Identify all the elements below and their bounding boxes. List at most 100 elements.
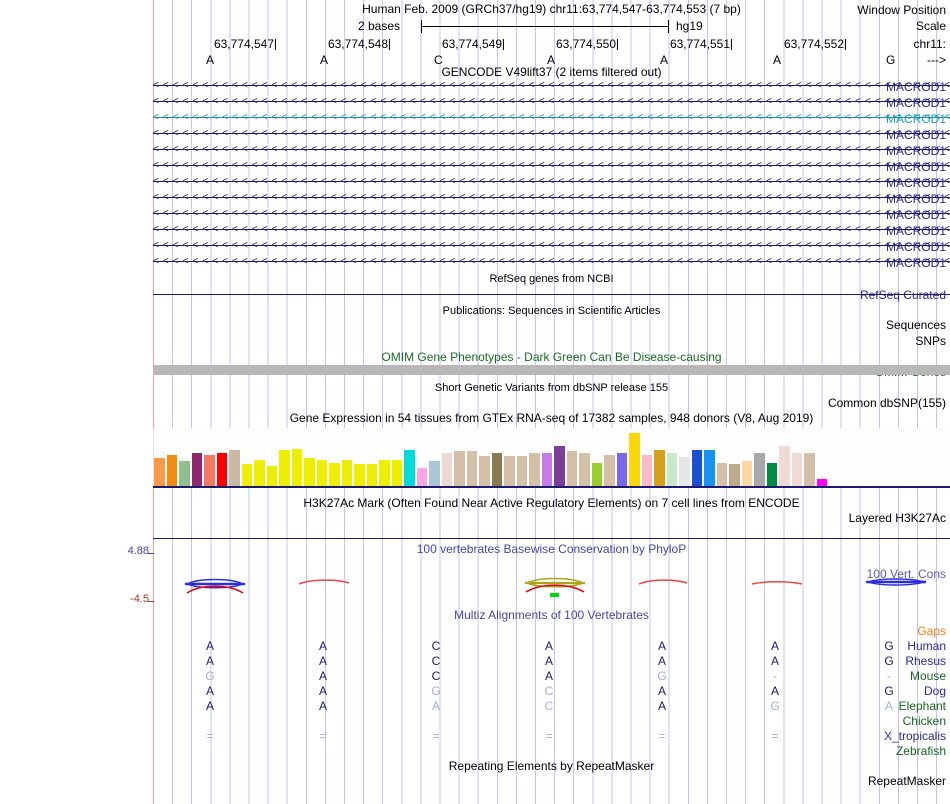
gtex-tissue-bar[interactable]: [529, 452, 540, 486]
gtex-expression-barchart[interactable]: [153, 428, 950, 486]
gtex-tissue-bar[interactable]: [691, 450, 702, 486]
gencode-gene-label-1[interactable]: MACROD1: [885, 96, 946, 110]
gtex-tissue-bar[interactable]: [204, 454, 215, 486]
gtex-tissue-bar[interactable]: [741, 461, 752, 486]
gtex-tissue-bar[interactable]: [791, 452, 802, 486]
gtex-tissue-bar[interactable]: [466, 451, 477, 486]
species-label-x_tropicalis[interactable]: X_tropicalis: [883, 729, 946, 743]
gencode-gene-label-0[interactable]: MACROD1: [885, 80, 946, 94]
gtex-tissue-bar[interactable]: [404, 449, 415, 486]
gtex-tissue-bar[interactable]: [566, 451, 577, 486]
conservation-wiggle-plot[interactable]: [153, 540, 950, 608]
gtex-tissue-bar[interactable]: [329, 462, 340, 486]
refseq-curated-feature[interactable]: [153, 294, 950, 295]
gtex-tissue-bar[interactable]: [179, 461, 190, 486]
gtex-tissue-bar[interactable]: [154, 457, 165, 486]
omim-gene-bar[interactable]: [153, 365, 950, 375]
gtex-tissue-bar[interactable]: [716, 462, 727, 486]
gtex-tissue-bar[interactable]: [279, 449, 290, 486]
species-label-chicken[interactable]: Chicken: [902, 714, 946, 728]
gencode-transcript-row[interactable]: <<<<<<<<<<<<<<<<<<<<<<<<<<<<<<<<<<<<<<<<…: [153, 192, 950, 204]
sequences-label[interactable]: Sequences: [885, 318, 946, 332]
alignment-base: A: [318, 699, 328, 713]
common-dbsnp-label[interactable]: Common dbSNP(155): [827, 396, 946, 410]
gtex-tissue-bar[interactable]: [454, 451, 465, 486]
gencode-transcript-row[interactable]: <<<<<<<<<<<<<<<<<<<<<<<<<<<<<<<<<<<<<<<<…: [153, 144, 950, 156]
gtex-tissue-bar[interactable]: [804, 452, 815, 486]
gtex-tissue-bar[interactable]: [291, 448, 302, 486]
gtex-tissue-bar[interactable]: [679, 457, 690, 486]
gtex-tissue-bar[interactable]: [629, 432, 640, 486]
gtex-tissue-bar[interactable]: [441, 452, 452, 486]
gtex-tissue-bar[interactable]: [341, 459, 352, 486]
gtex-tissue-bar[interactable]: [754, 452, 765, 486]
gtex-tissue-bar[interactable]: [654, 449, 665, 486]
gtex-tissue-bar[interactable]: [516, 456, 527, 486]
gencode-transcript-row[interactable]: <<<<<<<<<<<<<<<<<<<<<<<<<<<<<<<<<<<<<<<<…: [153, 96, 950, 108]
gtex-tissue-bar[interactable]: [216, 452, 227, 486]
gtex-tissue-bar[interactable]: [491, 452, 502, 486]
conservation-label[interactable]: 100 Vert. Cons: [866, 567, 946, 581]
gtex-tissue-bar[interactable]: [816, 479, 827, 486]
gencode-gene-label-9[interactable]: MACROD1: [885, 224, 946, 238]
layered-h3k27ac-label[interactable]: Layered H3K27Ac: [848, 511, 946, 525]
gencode-gene-label-2[interactable]: MACROD1: [885, 112, 946, 126]
gtex-tissue-bar[interactable]: [579, 452, 590, 486]
repeatmasker-label[interactable]: RepeatMasker: [867, 774, 946, 788]
gtex-tissue-bar[interactable]: [616, 452, 627, 486]
gtex-tissue-bar[interactable]: [229, 450, 240, 486]
gtex-tissue-bar[interactable]: [304, 457, 315, 486]
gtex-tissue-bar[interactable]: [591, 462, 602, 486]
gencode-gene-label-11[interactable]: MACROD1: [885, 256, 946, 270]
gencode-gene-label-4[interactable]: MACROD1: [885, 144, 946, 158]
gencode-gene-label-6[interactable]: MACROD1: [885, 176, 946, 190]
gtex-tissue-bar[interactable]: [766, 462, 777, 486]
gaps-label[interactable]: Gaps: [917, 624, 946, 638]
gtex-tissue-bar[interactable]: [666, 452, 677, 486]
gencode-transcript-row[interactable]: <<<<<<<<<<<<<<<<<<<<<<<<<<<<<<<<<<<<<<<<…: [153, 80, 950, 92]
gtex-tissue-bar[interactable]: [191, 452, 202, 486]
gencode-transcript-row[interactable]: <<<<<<<<<<<<<<<<<<<<<<<<<<<<<<<<<<<<<<<<…: [153, 160, 950, 172]
gtex-tissue-bar[interactable]: [266, 466, 277, 486]
gtex-tissue-bar[interactable]: [354, 463, 365, 486]
gtex-tissue-bar[interactable]: [379, 459, 390, 486]
gencode-gene-label-5[interactable]: MACROD1: [885, 160, 946, 174]
species-label-dog[interactable]: Dog: [923, 684, 946, 698]
species-label-elephant[interactable]: Elephant: [898, 699, 946, 713]
gtex-tissue-bar[interactable]: [429, 461, 440, 486]
species-label-zebrafish[interactable]: Zebrafish: [895, 744, 946, 758]
species-label-mouse[interactable]: Mouse: [909, 669, 946, 683]
gtex-tissue-bar[interactable]: [241, 464, 252, 486]
gtex-tissue-bar[interactable]: [254, 460, 265, 486]
gencode-gene-label-7[interactable]: MACROD1: [885, 192, 946, 206]
gtex-tissue-bar[interactable]: [779, 446, 790, 486]
gencode-transcript-row[interactable]: <<<<<<<<<<<<<<<<<<<<<<<<<<<<<<<<<<<<<<<<…: [153, 128, 950, 140]
gencode-transcript-row[interactable]: <<<<<<<<<<<<<<<<<<<<<<<<<<<<<<<<<<<<<<<<…: [153, 112, 950, 124]
gtex-tissue-bar[interactable]: [604, 454, 615, 486]
gtex-tissue-bar[interactable]: [166, 454, 177, 486]
gtex-tissue-bar[interactable]: [729, 464, 740, 486]
gtex-tissue-bar[interactable]: [479, 456, 490, 486]
gencode-gene-label-8[interactable]: MACROD1: [885, 208, 946, 222]
snps-label[interactable]: SNPs: [915, 334, 946, 348]
species-label-human[interactable]: Human: [907, 639, 946, 653]
gtex-tissue-bar[interactable]: [416, 467, 427, 486]
gencode-gene-label-10[interactable]: MACROD1: [885, 240, 946, 254]
gencode-transcript-row[interactable]: <<<<<<<<<<<<<<<<<<<<<<<<<<<<<<<<<<<<<<<<…: [153, 224, 950, 236]
gtex-tissue-bar[interactable]: [316, 459, 327, 486]
gencode-transcript-row[interactable]: <<<<<<<<<<<<<<<<<<<<<<<<<<<<<<<<<<<<<<<<…: [153, 176, 950, 188]
gencode-gene-label-3[interactable]: MACROD1: [885, 128, 946, 142]
gencode-transcript-row[interactable]: <<<<<<<<<<<<<<<<<<<<<<<<<<<<<<<<<<<<<<<<…: [153, 256, 950, 268]
gencode-transcript-row[interactable]: <<<<<<<<<<<<<<<<<<<<<<<<<<<<<<<<<<<<<<<<…: [153, 208, 950, 220]
gtex-tissue-bar[interactable]: [641, 454, 652, 486]
gencode-transcript-row[interactable]: <<<<<<<<<<<<<<<<<<<<<<<<<<<<<<<<<<<<<<<<…: [153, 240, 950, 252]
gtex-tissue-bar[interactable]: [554, 446, 565, 486]
gtex-tissue-bar[interactable]: [366, 464, 377, 486]
gtex-tissue-bar[interactable]: [704, 449, 715, 486]
gtex-tissue-bar[interactable]: [504, 456, 515, 486]
gtex-tissue-bar[interactable]: [541, 452, 552, 486]
refseq-curated-label[interactable]: RefSeq Curated: [859, 288, 946, 302]
species-label-rhesus[interactable]: Rhesus: [905, 654, 946, 668]
gtex-tissue-bar[interactable]: [391, 459, 402, 486]
